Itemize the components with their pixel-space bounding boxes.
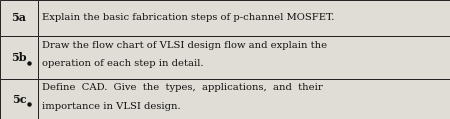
Bar — [38, 36, 450, 79]
Bar — [0, 79, 38, 119]
Text: Explain the basic fabrication steps of p-channel MOSFET.: Explain the basic fabrication steps of p… — [42, 13, 334, 22]
Bar — [38, 0, 450, 36]
Bar — [0, 36, 38, 79]
Text: Define  CAD.  Give  the  types,  applications,  and  their: Define CAD. Give the types, applications… — [42, 83, 323, 92]
Bar — [38, 79, 450, 119]
Bar — [0, 0, 38, 36]
Text: Draw the flow chart of VLSI design flow and explain the: Draw the flow chart of VLSI design flow … — [42, 41, 327, 50]
Text: importance in VLSI design.: importance in VLSI design. — [42, 102, 180, 111]
Text: operation of each step in detail.: operation of each step in detail. — [42, 59, 203, 68]
Text: 5c: 5c — [12, 94, 27, 105]
Text: 5b: 5b — [11, 52, 27, 63]
Text: 5a: 5a — [12, 12, 27, 23]
